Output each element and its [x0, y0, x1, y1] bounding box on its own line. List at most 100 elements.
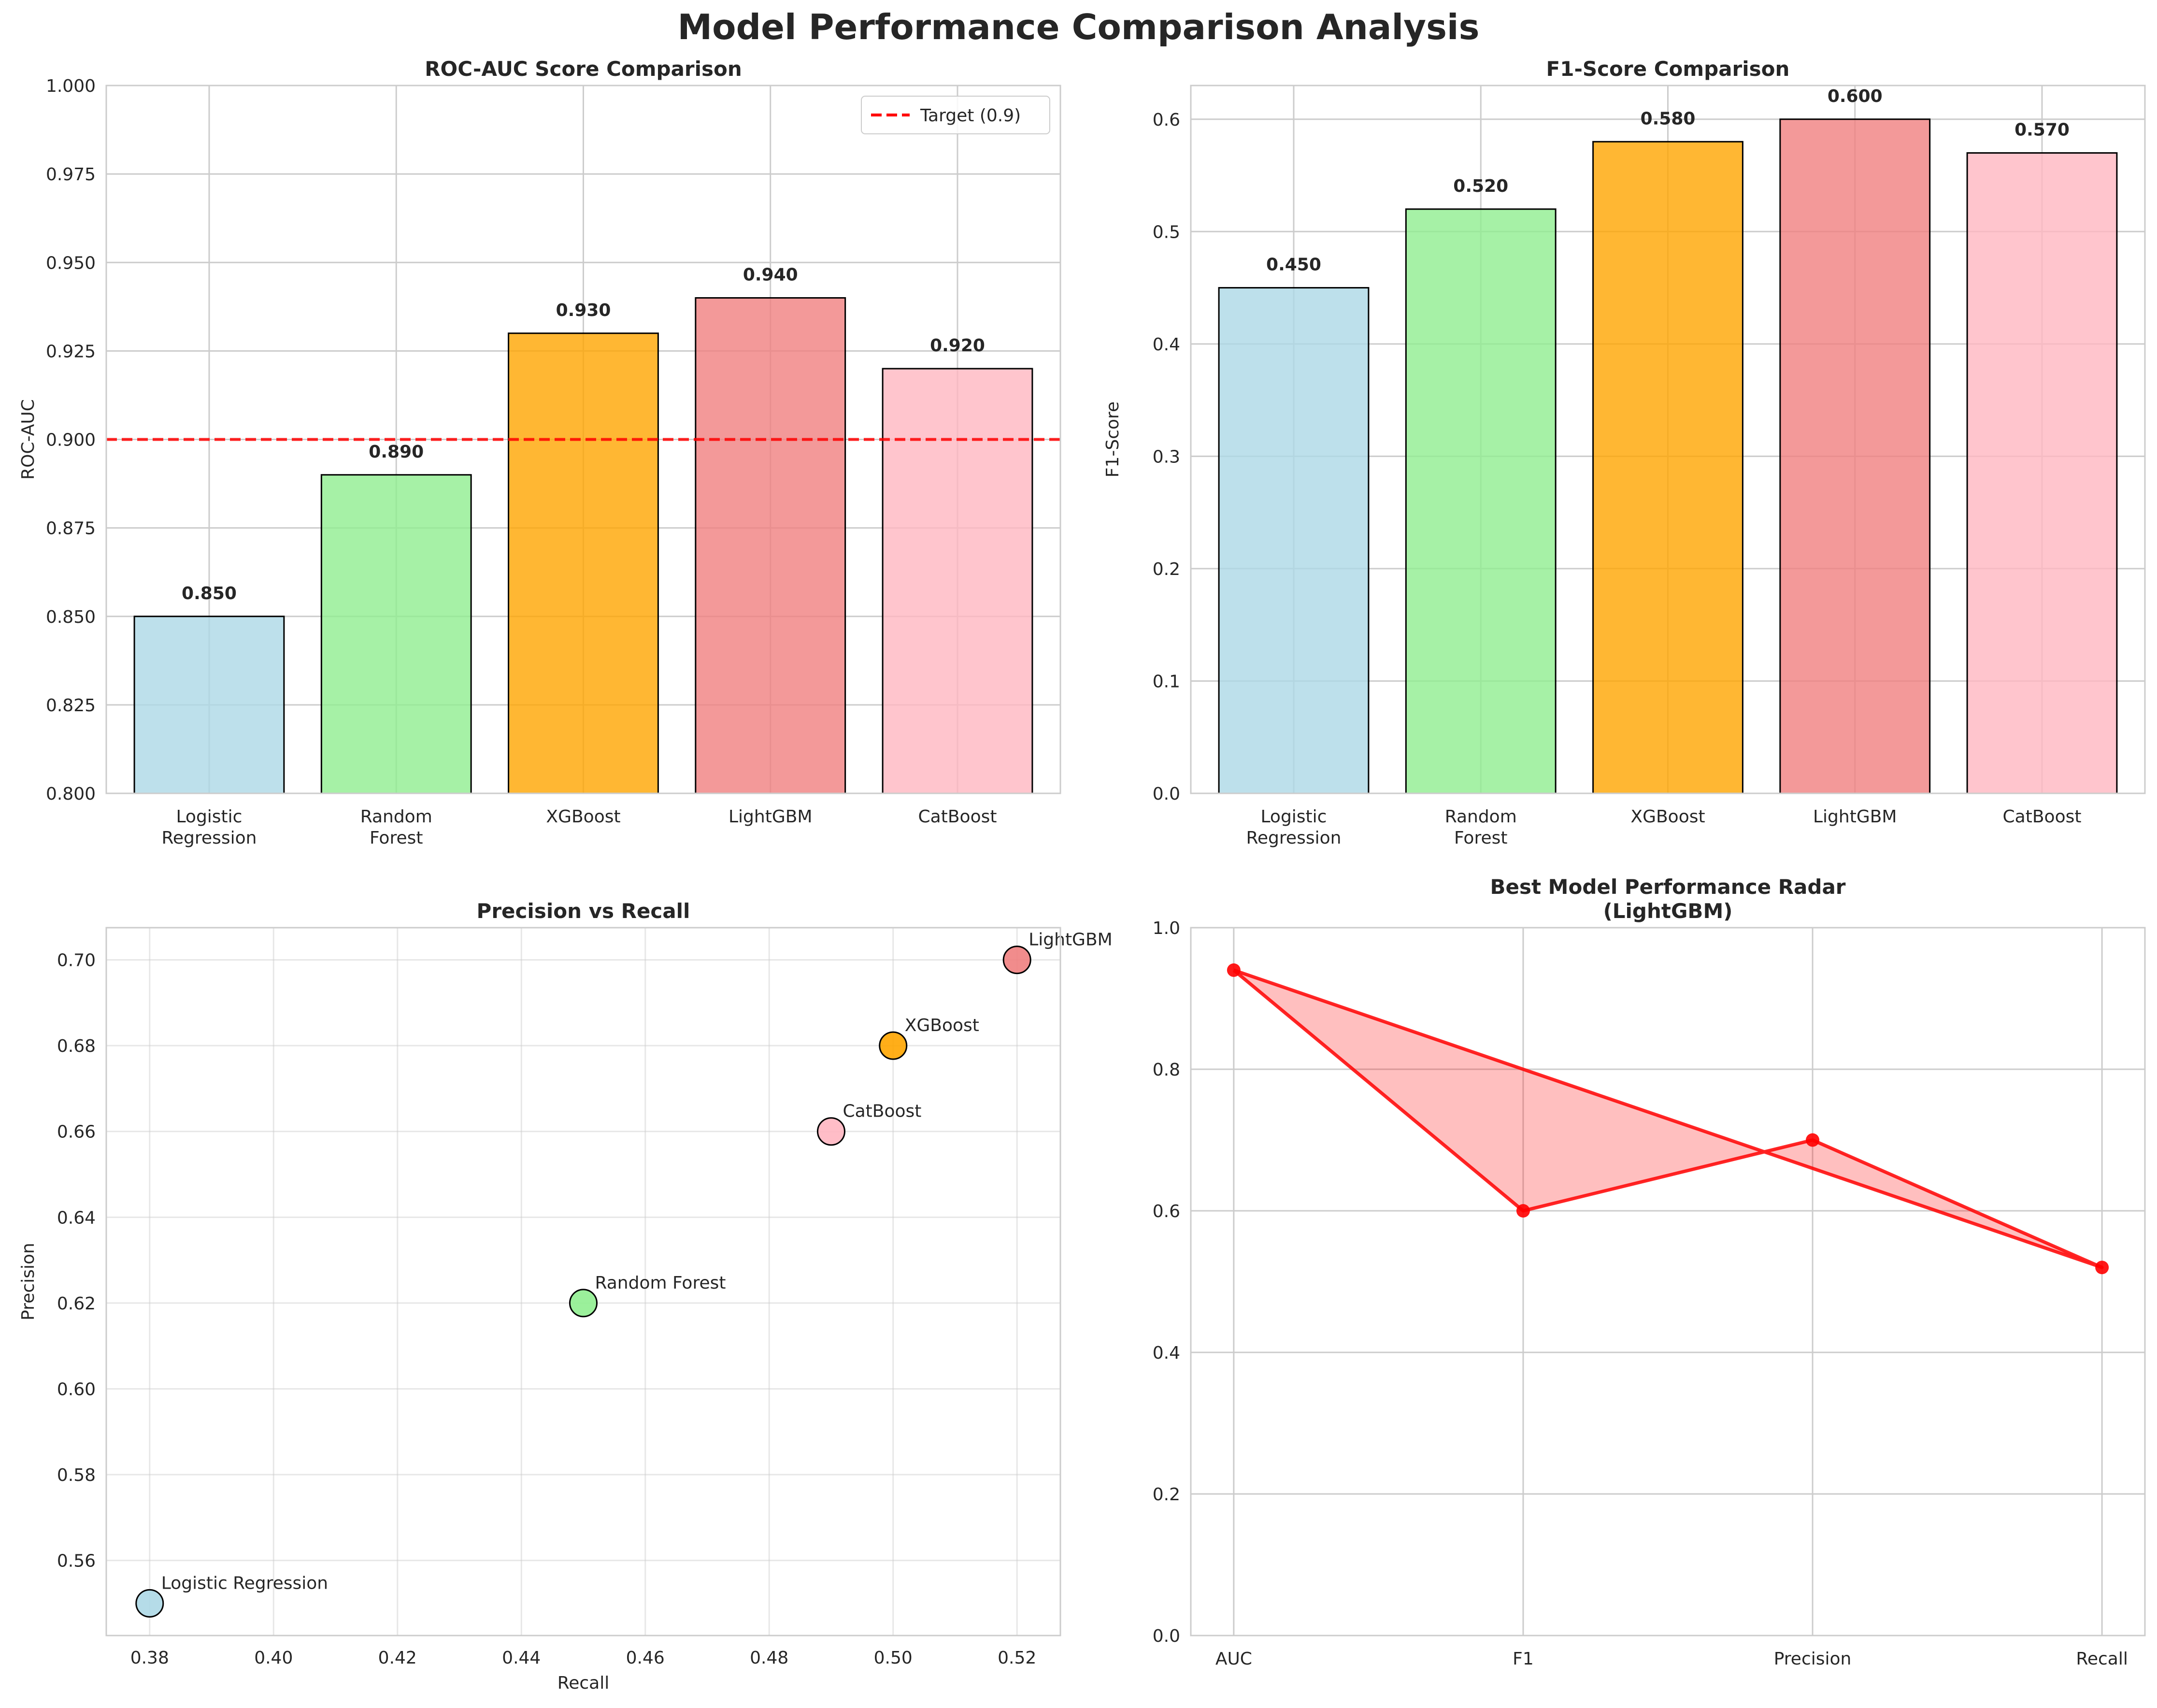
y-tick-label: 0.5 — [1153, 222, 1180, 242]
axes-frame — [105, 85, 1061, 794]
bar-value-label: 0.850 — [182, 584, 237, 603]
bar — [508, 332, 659, 794]
y-tick-label: 0.825 — [46, 696, 96, 716]
y-tick-label: 0.4 — [1153, 335, 1180, 355]
x-tick-label: 0.44 — [502, 1648, 541, 1668]
figure-title: Model Performance Comparison Analysis — [677, 7, 1480, 47]
x-tick-label: Forest — [1454, 828, 1507, 848]
point-label: LightGBM — [1029, 930, 1113, 950]
x-tick-label: F1 — [1513, 1649, 1534, 1669]
y-tick-label: 0.4 — [1153, 1343, 1180, 1363]
y-tick-label: 0.1 — [1153, 672, 1180, 691]
y-tick-label: 0.0 — [1153, 784, 1180, 804]
bar-value-label: 0.580 — [1641, 109, 1696, 129]
y-tick-label: 0.2 — [1153, 560, 1180, 579]
bar — [1405, 208, 1557, 794]
legend-label: Target (0.9) — [920, 106, 1021, 126]
y-tick-label: 0.925 — [46, 342, 96, 361]
y-tick-label: 0.56 — [57, 1551, 96, 1571]
bar — [1779, 118, 1931, 794]
chart-title: Precision vs Recall — [477, 899, 690, 923]
x-tick-label: CatBoost — [918, 807, 997, 827]
bar-value-label: 0.920 — [930, 336, 985, 356]
radar-line — [1232, 968, 2104, 1269]
x-tick-label: 0.46 — [626, 1648, 665, 1668]
scatter-point — [816, 1117, 845, 1146]
scatter-point — [569, 1289, 598, 1318]
y-tick-label: 1.0 — [1153, 919, 1180, 938]
y-tick-label: 0.70 — [57, 951, 96, 971]
bar — [1966, 152, 2118, 794]
scatter-point — [1002, 946, 1031, 975]
x-tick-label: Recall — [2076, 1649, 2128, 1669]
x-tick-label: 0.52 — [998, 1648, 1036, 1668]
y-tick-label: 0.0 — [1153, 1626, 1180, 1646]
chart-title: ROC-AUC Score Comparison — [425, 57, 742, 81]
bar — [320, 474, 472, 794]
x-tick-label: AUC — [1215, 1649, 1252, 1669]
x-tick-label: Forest — [370, 828, 423, 848]
y-tick-label: 0.3 — [1153, 447, 1180, 467]
x-tick-label: Regression — [1246, 828, 1342, 848]
y-tick-label: 0.60 — [57, 1379, 96, 1399]
bar — [1592, 141, 1743, 794]
x-tick-label: 0.40 — [254, 1648, 293, 1668]
y-axis-label: F1-Score — [1103, 402, 1123, 477]
bar-value-label: 0.930 — [556, 301, 611, 320]
x-tick-label: LightGBM — [729, 807, 813, 827]
y-tick-label: 0.58 — [57, 1465, 96, 1485]
point-label: Logistic Regression — [161, 1573, 328, 1593]
x-axis-label: Recall — [557, 1673, 609, 1693]
radar-marker — [1227, 963, 1241, 977]
y-tick-label: 0.850 — [46, 607, 96, 627]
y-tick-label: 0.8 — [1153, 1060, 1180, 1080]
axes-frame — [1190, 927, 2146, 1636]
x-tick-label: Random — [1445, 807, 1517, 827]
y-tick-label: 0.975 — [46, 165, 96, 185]
y-tick-label: 0.875 — [46, 519, 96, 539]
y-tick-label: 0.6 — [1153, 1202, 1180, 1221]
x-tick-label: Logistic — [176, 807, 243, 827]
radar-marker — [1806, 1133, 1820, 1147]
bar — [133, 616, 285, 794]
scatter-point — [879, 1031, 908, 1060]
legend-box — [861, 96, 1050, 134]
radar-line-chart: 0.0 0.2 0.4 0.6 0.8 1.0 AUC F1 Precision Recall Be… — [1153, 875, 2146, 1669]
axes-frame — [105, 927, 1061, 1636]
chart-title-line-1: Best Model Performance Radar — [1490, 875, 1845, 899]
x-tick-label: LightGBM — [1813, 807, 1897, 827]
x-tick-label: Logistic — [1261, 807, 1327, 827]
axes-frame — [1190, 85, 2146, 794]
y-tick-label: 1.000 — [46, 76, 96, 96]
point-label: XGBoost — [905, 1016, 979, 1035]
chart-title-line-2: (LightGBM) — [1603, 899, 1733, 923]
chart-title: F1-Score Comparison — [1546, 57, 1790, 81]
x-tick-label: Regression — [162, 828, 257, 848]
y-tick-label: 0.800 — [46, 784, 96, 804]
y-tick-label: 0.64 — [57, 1208, 96, 1228]
y-axis-label: ROC-AUC — [18, 399, 38, 480]
x-tick-label: 0.42 — [378, 1648, 417, 1668]
radar-marker — [1516, 1204, 1530, 1218]
y-tick-label: 0.900 — [46, 431, 96, 450]
bar-value-label: 0.600 — [1828, 86, 1883, 106]
bar-value-label: 0.520 — [1453, 176, 1508, 196]
bar — [1218, 287, 1370, 794]
x-tick-label: Random — [360, 807, 432, 827]
bar-value-label: 0.890 — [369, 442, 424, 462]
x-tick-label: XGBoost — [546, 807, 620, 827]
y-tick-label: 0.62 — [57, 1294, 96, 1314]
x-tick-label: 0.38 — [130, 1648, 169, 1668]
y-axis-label: Precision — [18, 1243, 38, 1320]
x-tick-label: Precision — [1774, 1649, 1852, 1669]
radar-marker — [2095, 1261, 2109, 1275]
bar — [695, 297, 846, 794]
x-tick-label: CatBoost — [2003, 807, 2082, 827]
bar-value-label: 0.450 — [1266, 255, 1321, 275]
x-tick-label: 0.50 — [874, 1648, 913, 1668]
point-label: Random Forest — [595, 1273, 726, 1293]
y-tick-label: 0.2 — [1153, 1485, 1180, 1505]
roc-auc-bar-chart: 0.800 0.825 0.850 0.875 0.900 0.925 0.950 0.975… — [18, 57, 1061, 848]
f1-bar-chart: 0.0 0.1 0.2 0.3 0.4 0.5 0.6 0.450 LogisticRegres… — [1103, 57, 2146, 848]
